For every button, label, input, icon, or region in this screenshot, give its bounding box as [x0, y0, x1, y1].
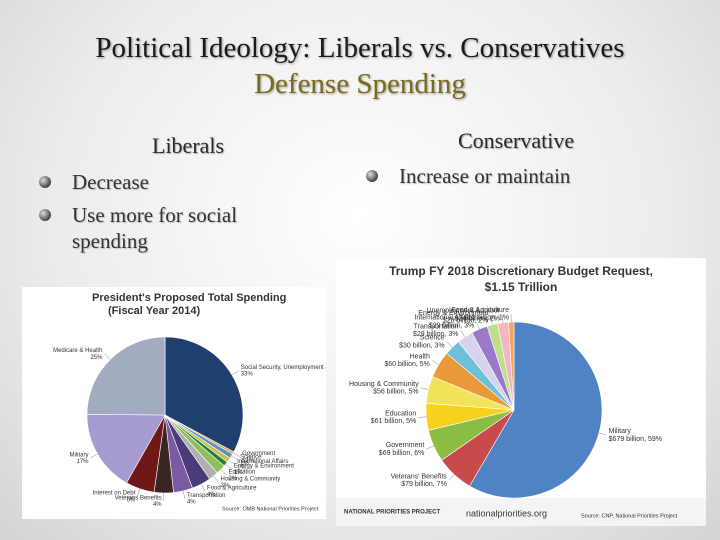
- slice-value: $79 billion, 7%: [401, 481, 447, 488]
- slice-label: Military: [70, 452, 89, 458]
- leader-line: [231, 455, 239, 461]
- slice-label: Social Security, Unemployment & Labor: [241, 365, 326, 371]
- slice-value: 4%: [187, 500, 196, 506]
- leader-line: [182, 490, 186, 499]
- slice-value: 1%: [237, 466, 246, 472]
- leader-line: [213, 475, 219, 483]
- slice-value: 4%: [153, 502, 162, 508]
- slice-label: Housing & Community: [349, 381, 419, 388]
- logo: NATIONAL PRIORITIES PROJECT: [344, 510, 440, 516]
- bullet: Increase or maintain: [366, 163, 642, 189]
- slice-value: $679 billion, 59%: [609, 436, 662, 443]
- slice-label: Veterans' Benefits: [391, 473, 448, 480]
- leader-line: [225, 463, 233, 470]
- left-heading: Liberals: [152, 133, 225, 158]
- leader-line: [201, 483, 206, 492]
- slice-value: 25%: [90, 355, 103, 361]
- slice-label: Energy & Environment: [234, 463, 294, 469]
- slice-value: 1%: [234, 470, 243, 476]
- slice-value: $24 billion, 2%: [455, 315, 501, 322]
- slice-label: Medicare & Health: [53, 348, 102, 354]
- slice-label: Science: [420, 335, 445, 342]
- leader-line: [490, 316, 493, 325]
- slice-label: Transportation: [414, 323, 459, 330]
- slice-label: Food & Agriculture: [207, 485, 257, 491]
- bullet: Use more for social spending: [39, 202, 270, 254]
- slice-value: $60 billion, 5%: [384, 361, 430, 368]
- slice-label: Interest on Debt: [93, 491, 136, 497]
- slice-label: Energy & Environment: [418, 310, 488, 317]
- slice-label: Education: [229, 469, 256, 475]
- slice-value: $29 billion, 3%: [429, 322, 475, 329]
- right-bullets: Increase or maintain: [366, 163, 642, 196]
- footer-band: [336, 498, 706, 526]
- slice-label: Health: [410, 353, 430, 360]
- slice-label: Unemployment & Labor: [427, 308, 501, 315]
- leader-line: [501, 314, 504, 323]
- slice-label: International Affairs: [237, 459, 288, 465]
- slice-value: $11 billion, 1%: [464, 315, 509, 322]
- leader-line: [418, 416, 427, 418]
- leader-line: [231, 370, 239, 376]
- chart-title: President's Proposed Total Spending: [92, 292, 286, 304]
- slice-value: $29 billion, 3%: [413, 331, 459, 338]
- leader-line: [431, 360, 439, 365]
- slice-label: Government: [386, 442, 425, 449]
- slice-value: 4%: [207, 492, 216, 498]
- leader-line: [426, 445, 434, 450]
- leader-line: [476, 321, 480, 330]
- slice-label: Education: [385, 410, 416, 417]
- slice-value: 2%: [229, 476, 238, 482]
- leader-line: [420, 387, 429, 390]
- right-heading: Conservative: [458, 128, 575, 153]
- slice-value: $28 billion, 2%: [443, 318, 489, 325]
- slice-label: International Affairs: [414, 315, 474, 322]
- chart-title: Trump FY 2018 Discretionary Budget Reque…: [389, 264, 653, 278]
- slice-label: Science: [240, 455, 262, 461]
- slice-value: 2%: [221, 483, 230, 489]
- leader-line: [446, 341, 453, 348]
- slice-value: $61 billion, 5%: [371, 418, 417, 425]
- bullet: Decrease: [39, 169, 270, 195]
- leader-line: [90, 453, 98, 459]
- slice-label: Military: [609, 428, 632, 435]
- slice-value: $56 billion, 5%: [373, 389, 419, 396]
- leader-line: [448, 474, 455, 481]
- slice-label: Government: [242, 451, 275, 457]
- slice-value: $30 billion, 3%: [399, 342, 445, 349]
- leader-line: [460, 330, 466, 338]
- leader-line: [233, 452, 241, 458]
- chart-subtitle: (Fiscal Year 2014): [108, 305, 200, 317]
- slide-subtitle: Defense Spending: [254, 68, 466, 100]
- slice-value: <1%: [242, 458, 255, 464]
- slice-label: Housing & Community: [221, 477, 281, 483]
- chart-subtitle: $1.15 Trillion: [485, 280, 558, 294]
- url: nationalpriorities.org: [466, 508, 547, 518]
- slice-label: Food & Agriculture: [451, 307, 509, 314]
- leader-line: [228, 459, 236, 465]
- pie-slice: [86, 336, 166, 416]
- chart-image: President's Proposed Total Spending(Fisc…: [22, 287, 326, 519]
- leader-line: [220, 469, 227, 476]
- slice-value: 6%: [127, 497, 136, 503]
- slide-title: Political Ideology: Liberals vs. Conserv…: [95, 32, 625, 64]
- leader-line: [137, 488, 141, 497]
- slice-value: 17%: [77, 459, 90, 465]
- leader-line: [598, 432, 607, 436]
- leader-line: [104, 353, 111, 360]
- slice-value: 33%: [241, 372, 254, 378]
- slice-label: Veterans Benefits: [115, 495, 162, 501]
- slice-value: $69 billion, 6%: [379, 450, 425, 457]
- slice-value: 1%: [240, 461, 249, 467]
- slice-label: Transportation: [187, 493, 225, 499]
- left-bullets: Decrease Use more for social spending: [39, 169, 270, 261]
- source: Source: OMB National Priorities Project: [222, 506, 319, 512]
- chart-image: Trump FY 2018 Discretionary Budget Reque…: [336, 258, 706, 526]
- source: Source: CNP, National Priorities Project: [581, 513, 678, 519]
